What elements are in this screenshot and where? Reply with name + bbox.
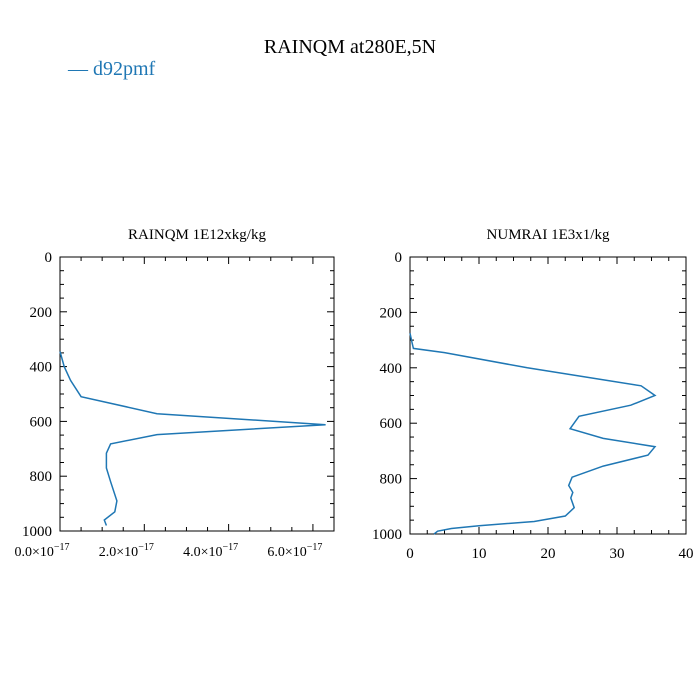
y-tick-label: 0 [45,250,53,266]
x-tick-label: 6.0×10−17 [267,542,322,560]
subplot-1: RAINQM 1E12xkg/kg 0 200 400 600 800 1000 0.0×10… [14,227,335,560]
chart-title: RAINQM at280E,5N [263,36,437,58]
y-tick-label: 200 [30,305,53,321]
y-tick-label: 0 [395,250,403,266]
x-tick-label: 0.0×10−17 [14,542,69,560]
x-tick-label: 4.0×10−17 [183,542,238,560]
subplot-title: NUMRAI 1E3x1/kg [487,227,610,243]
y-tick-label: 600 [30,414,53,430]
legend-entry-d92pmf: — d92pmf [68,58,156,80]
y-tick-label: 400 [30,360,53,376]
y-tick-label: 600 [380,416,403,432]
plot-frame [59,256,335,532]
x-tick-label: 2.0×10−17 [99,542,154,560]
x-tick-label: 20 [541,546,556,562]
y-tick-label: 200 [380,305,403,321]
series-line-d92pmf [59,351,326,526]
x-tick-label: 10 [472,546,487,562]
x-tick-label: 40 [679,546,694,562]
y-tick-label: 1000 [372,527,402,543]
plot-frame [409,256,687,535]
subplot-title: RAINQM 1E12xkg/kg [128,227,266,243]
x-tick-label: 0 [406,546,414,562]
series-line-d92pmf [409,333,657,535]
y-tick-label: 400 [380,361,403,377]
y-tick-label: 800 [30,469,53,485]
x-tick-label: 30 [610,546,625,562]
y-tick-label: 1000 [22,524,52,540]
y-tick-label: 800 [380,472,403,488]
